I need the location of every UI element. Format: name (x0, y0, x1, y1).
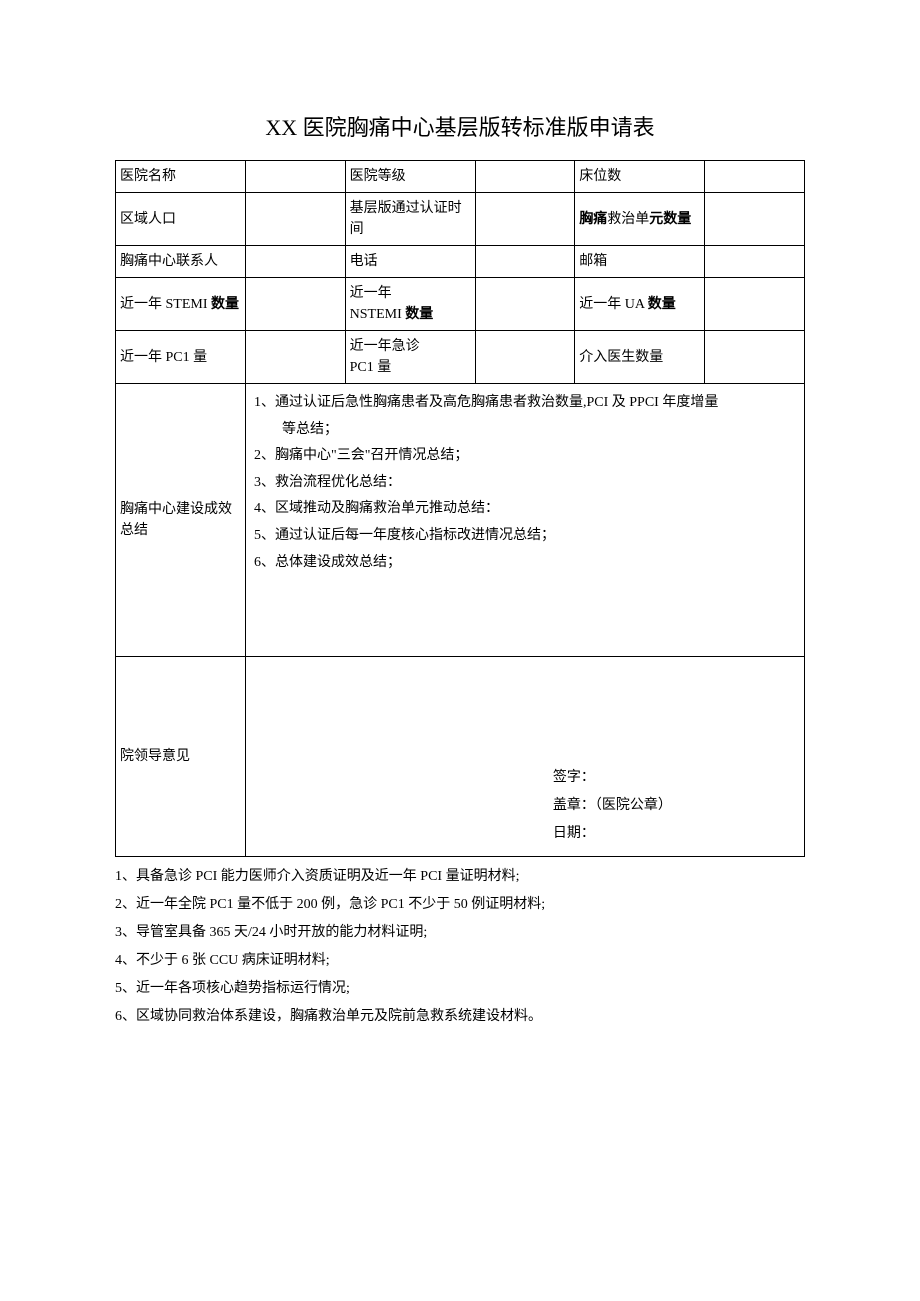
contact-person-value (245, 246, 345, 278)
doctor-count-value (705, 331, 805, 384)
nstemi-count-label: 近一年NSTEMI 数量 (345, 278, 475, 331)
doctor-count-label: 介入医生数量 (575, 331, 705, 384)
region-population-value (245, 193, 345, 246)
summary-item: 4、区域推动及胸痛救治单元推动总结： (254, 496, 796, 523)
unit-count-value (705, 193, 805, 246)
nstemi-count-value (475, 278, 575, 331)
date-label: 日期： (553, 820, 672, 848)
note-item: 3、导管室具备 365 天/24 小时开放的能力材料证明; (115, 919, 805, 947)
ua-count-value (705, 278, 805, 331)
summary-content-cell: 1、通过认证后急性胸痛患者及高危胸痛患者救治数量,PCI 及 PPCI 年度增量… (245, 384, 804, 657)
application-form-table: 医院名称 医院等级 床位数 区域人口 基层版通过认证时间 胸痛救治单元数量 胸痛… (115, 160, 805, 857)
note-item: 2、近一年全院 PC1 量不低于 200 例，急诊 PC1 不少于 50 例证明… (115, 891, 805, 919)
email-label: 邮箱 (575, 246, 705, 278)
summary-item-cont: 等总结； (254, 417, 796, 444)
seal-label: 盖章：（医院公章） (553, 792, 672, 820)
stemi-count-label: 近一年 STEMI 数量 (116, 278, 246, 331)
cert-time-label: 基层版通过认证时间 (345, 193, 475, 246)
hospital-level-label: 医院等级 (345, 161, 475, 193)
document-title: XX 医院胸痛中心基层版转标准版申请表 (115, 110, 805, 142)
note-item: 6、区域协同救治体系建设，胸痛救治单元及院前急救系统建设材料。 (115, 1003, 805, 1031)
emergency-pci-label: 近一年急诊PC1 量 (345, 331, 475, 384)
summary-item: 5、通过认证后每一年度核心指标改进情况总结； (254, 523, 796, 550)
leader-opinion-cell: 签字： 盖章：（医院公章） 日期： (245, 657, 804, 857)
table-row: 胸痛中心联系人 电话 邮箱 (116, 246, 805, 278)
hospital-name-value (245, 161, 345, 193)
signature-label: 签字： (553, 764, 672, 792)
ua-count-label: 近一年 UA 数量 (575, 278, 705, 331)
region-population-label: 区域人口 (116, 193, 246, 246)
table-row: 胸痛中心建设成效总结 1、通过认证后急性胸痛患者及高危胸痛患者救治数量,PCI … (116, 384, 805, 657)
summary-item: 2、胸痛中心"三会"召开情况总结； (254, 443, 796, 470)
table-row: 区域人口 基层版通过认证时间 胸痛救治单元数量 (116, 193, 805, 246)
notes-section: 1、具备急诊 PCI 能力医师介入资质证明及近一年 PCI 量证明材料; 2、近… (115, 863, 805, 1031)
cert-time-value (475, 193, 575, 246)
signature-block: 签字： 盖章：（医院公章） 日期： (553, 764, 672, 848)
table-row: 医院名称 医院等级 床位数 (116, 161, 805, 193)
note-item: 1、具备急诊 PCI 能力医师介入资质证明及近一年 PCI 量证明材料; (115, 863, 805, 891)
summary-item: 6、总体建设成效总结； (254, 550, 796, 577)
unit-count-label: 胸痛救治单元数量 (575, 193, 705, 246)
emergency-pci-value (475, 331, 575, 384)
bed-count-label: 床位数 (575, 161, 705, 193)
hospital-name-label: 医院名称 (116, 161, 246, 193)
note-item: 5、近一年各项核心趋势指标运行情况; (115, 975, 805, 1003)
table-row: 院领导意见 签字： 盖章：（医院公章） 日期： (116, 657, 805, 857)
summary-label: 胸痛中心建设成效总结 (116, 384, 246, 657)
table-row: 近一年 STEMI 数量 近一年NSTEMI 数量 近一年 UA 数量 (116, 278, 805, 331)
phone-label: 电话 (345, 246, 475, 278)
hospital-level-value (475, 161, 575, 193)
summary-item: 3、救治流程优化总结： (254, 470, 796, 497)
contact-person-label: 胸痛中心联系人 (116, 246, 246, 278)
leader-opinion-label: 院领导意见 (116, 657, 246, 857)
bed-count-value (705, 161, 805, 193)
table-row: 近一年 PC1 量 近一年急诊PC1 量 介入医生数量 (116, 331, 805, 384)
stemi-count-value (245, 278, 345, 331)
pci-count-value (245, 331, 345, 384)
email-value (705, 246, 805, 278)
phone-value (475, 246, 575, 278)
pci-count-label: 近一年 PC1 量 (116, 331, 246, 384)
summary-item: 1、通过认证后急性胸痛患者及高危胸痛患者救治数量,PCI 及 PPCI 年度增量 (254, 390, 796, 417)
note-item: 4、不少于 6 张 CCU 病床证明材料; (115, 947, 805, 975)
